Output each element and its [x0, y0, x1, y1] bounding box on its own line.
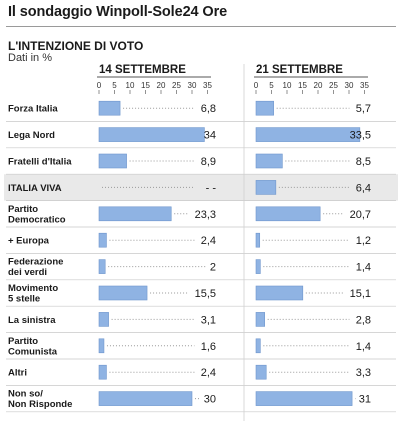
value-label-1: 1,6 — [201, 341, 216, 353]
value-label-1: 2 — [210, 262, 216, 274]
bar-1 — [98, 391, 193, 406]
x-tick-label: 25 — [172, 81, 181, 90]
x-tick-label: 35 — [203, 81, 212, 90]
highlight-row-background — [4, 174, 398, 201]
value-label-1: 34 — [204, 130, 216, 142]
value-label-2: 1,2 — [356, 235, 371, 247]
category-label: ITALIA VIVA — [8, 183, 62, 194]
x-tick-label: 20 — [314, 81, 323, 90]
value-label-2: 1,4 — [356, 262, 371, 274]
bar-1 — [98, 312, 109, 327]
value-label-2: 6,4 — [356, 182, 371, 194]
value-label-2: 20,7 — [350, 209, 371, 221]
x-tick-label: 15 — [298, 81, 307, 90]
category-label: Movimento — [8, 283, 58, 294]
category-label: Democratico — [8, 214, 66, 225]
x-tick-label: 0 — [97, 81, 102, 90]
value-label-1: 23,3 — [195, 209, 216, 221]
bar-1 — [98, 259, 106, 274]
x-tick-label: 30 — [345, 81, 354, 90]
value-label-2: 2,8 — [356, 314, 371, 326]
category-label: Fratelli d'Italia — [8, 157, 72, 168]
bar-2 — [255, 153, 283, 169]
x-tick-label: 10 — [283, 81, 292, 90]
bar-2 — [255, 259, 261, 274]
value-label-1: 6,8 — [201, 103, 216, 115]
value-label-1: 2,4 — [201, 235, 216, 247]
category-label: + Europa — [8, 236, 50, 247]
panel-header-1: 14 SETTEMBRE — [99, 64, 186, 76]
category-label: Non so/ — [8, 389, 43, 400]
unit-label: Dati in % — [8, 52, 53, 64]
bar-2 — [255, 364, 267, 380]
bar-1 — [98, 338, 105, 354]
bar-1 — [98, 285, 148, 301]
value-label-1: 15,5 — [195, 288, 216, 300]
page-title: Il sondaggio Winpoll-Sole24 Ore — [8, 4, 228, 20]
bar-2 — [255, 100, 274, 116]
x-tick-label: 35 — [360, 81, 369, 90]
category-label: La sinistra — [8, 315, 56, 326]
bar-2 — [255, 285, 304, 301]
bar-1 — [98, 206, 172, 222]
x-tick-label: 10 — [126, 81, 135, 90]
title-divider — [6, 26, 396, 27]
x-tick-label: 20 — [157, 81, 166, 90]
category-label: Partito — [8, 336, 38, 347]
value-label-2: 15,1 — [350, 288, 371, 300]
x-tick-label: 5 — [269, 81, 274, 90]
bar-1 — [98, 127, 205, 142]
value-label-1: - - — [206, 182, 217, 194]
category-label: 5 stelle — [8, 294, 40, 305]
bar-2 — [255, 312, 265, 327]
category-label: Forza Italia — [8, 104, 58, 115]
value-label-2: 33,5 — [350, 130, 371, 142]
chart-subtitle: L'INTENZIONE DI VOTO — [8, 39, 144, 53]
value-label-1: 8,9 — [201, 156, 216, 168]
bar-1 — [98, 364, 107, 380]
x-tick-label: 5 — [112, 81, 117, 90]
bar-2 — [255, 391, 353, 406]
value-label-1: 2,4 — [201, 367, 216, 379]
value-label-1: 30 — [204, 394, 216, 406]
category-label: Partito — [8, 204, 38, 215]
bar-2 — [255, 338, 261, 354]
x-tick-label: 0 — [254, 81, 259, 90]
x-tick-label: 15 — [141, 81, 150, 90]
value-label-2: 5,7 — [356, 103, 371, 115]
bar-2 — [255, 127, 361, 142]
category-label: Non Risponde — [8, 399, 72, 410]
category-label: dei verdi — [8, 267, 47, 278]
value-label-2: 31 — [359, 394, 371, 406]
value-label-1: 3,1 — [201, 314, 216, 326]
bar-2 — [255, 232, 261, 248]
bar-1 — [98, 100, 121, 116]
category-label: Federazione — [8, 257, 63, 268]
bar-1 — [98, 153, 127, 169]
bar-1 — [98, 232, 107, 248]
value-label-2: 8,5 — [356, 156, 371, 168]
bar-2 — [255, 180, 277, 195]
category-label: Comunista — [8, 346, 58, 357]
x-tick-label: 30 — [188, 81, 197, 90]
bar-2 — [255, 206, 321, 222]
category-label: Altri — [8, 368, 27, 379]
x-tick-label: 25 — [329, 81, 338, 90]
category-label: Lega Nord — [8, 130, 55, 141]
value-label-2: 1,4 — [356, 341, 371, 353]
panel-header-2: 21 SETTEMBRE — [256, 64, 343, 76]
value-label-2: 3,3 — [356, 367, 371, 379]
